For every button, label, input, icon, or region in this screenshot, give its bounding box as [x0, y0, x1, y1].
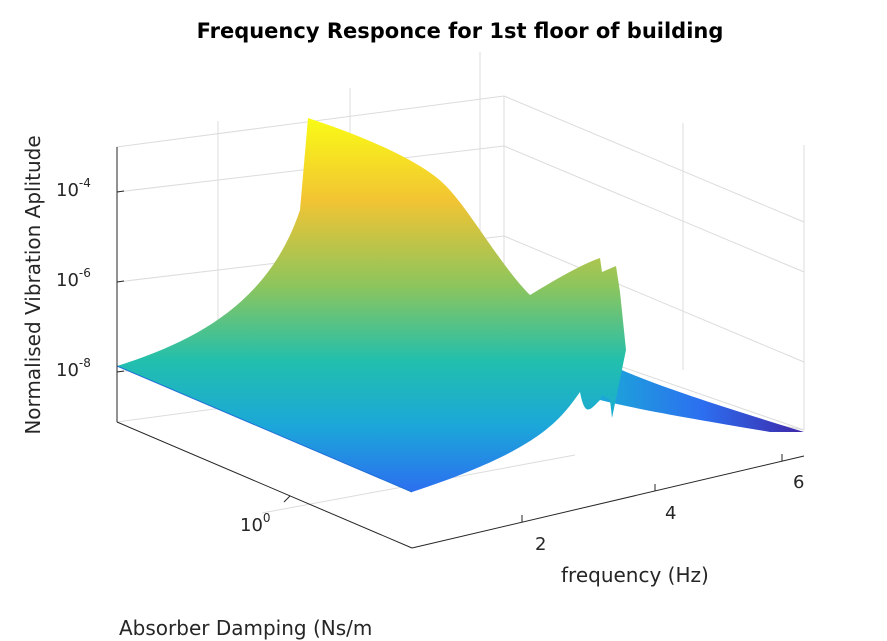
x-tick-label: 2 — [535, 534, 546, 555]
surface-edge — [116, 365, 413, 493]
x-axis-line — [411, 455, 805, 549]
x-tick-label: 4 — [665, 503, 676, 524]
z-tick-mark — [116, 190, 125, 193]
grid-line — [503, 145, 805, 273]
surface — [116, 118, 804, 493]
y-tick-mark — [283, 495, 291, 503]
grid-line — [503, 235, 805, 363]
x-axis-label: frequency (Hz) — [561, 563, 709, 587]
surface-tail — [600, 360, 804, 432]
x-tick-label: 6 — [793, 472, 804, 493]
z-tick-mark — [116, 280, 125, 283]
surface-main — [117, 118, 626, 492]
z-axis-label: Normalised Vibration Aplitude — [21, 135, 45, 434]
x-tick-labels: 2 4 6 — [535, 472, 804, 555]
y-axis-line — [116, 421, 413, 549]
z-tick-label: 10-8 — [56, 356, 91, 381]
y-axis-label: Absorber Damping (Ns/m — [119, 616, 372, 640]
y-tick-label: 100 — [240, 511, 271, 536]
z-tick-label: 10-4 — [56, 176, 91, 201]
grid-line — [503, 95, 805, 223]
axes-lines — [116, 147, 805, 549]
chart-title: Frequency Responce for 1st floor of buil… — [197, 19, 724, 43]
z-tick-labels: 10-4 10-6 10-8 — [56, 176, 91, 381]
z-tick-mark — [116, 370, 125, 373]
z-tick-label: 10-6 — [56, 266, 91, 291]
